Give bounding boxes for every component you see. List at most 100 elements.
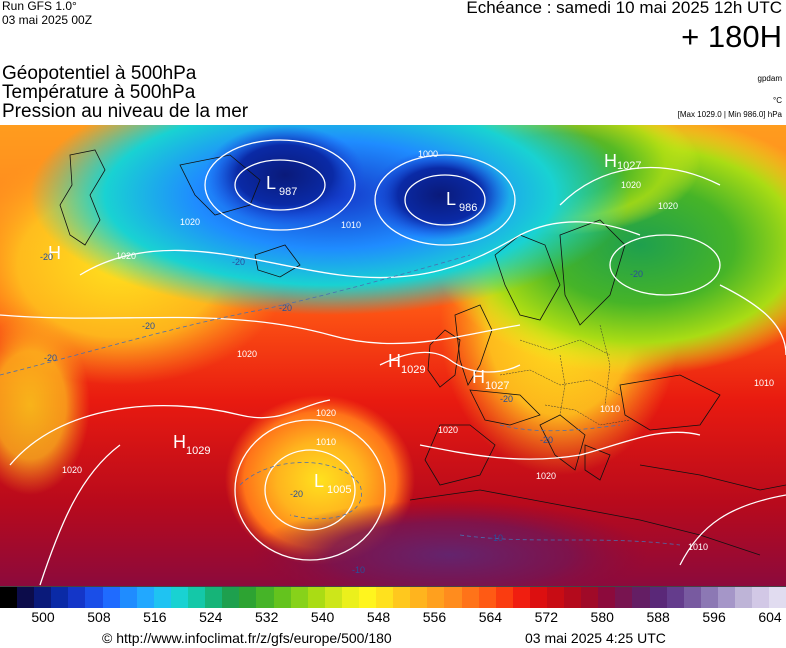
colorbar-swatch — [461, 587, 479, 608]
isobar-labels: 1020 1020 1010 1000 1020 1020 1020 1010 … — [62, 149, 774, 552]
pressure-center-type: L — [266, 173, 276, 193]
temperature-label: -20 — [40, 252, 53, 262]
colorbar-swatch — [478, 587, 496, 608]
colorbar-swatch — [376, 587, 394, 608]
colorbar-swatch — [735, 587, 753, 608]
forecast-hour: + 180H — [681, 19, 782, 54]
isobar-label: 1010 — [688, 542, 708, 552]
colorbar-tick-label: 508 — [87, 609, 111, 625]
colorbar-swatch — [85, 587, 103, 608]
colorbar-swatch — [769, 587, 786, 608]
colorbar-swatch — [529, 587, 547, 608]
colorbar-tick-label: 596 — [702, 609, 726, 625]
colorbar-swatch — [495, 587, 513, 608]
temperature-isolines — [0, 254, 681, 546]
colorbar-swatch — [427, 587, 445, 608]
isobar-label: 1010 — [754, 378, 774, 388]
layer-temperature: Température à 500hPa — [2, 82, 196, 103]
isobar-label: 1020 — [316, 408, 336, 418]
colorbar-swatch — [34, 587, 52, 608]
pressure-center-type: H — [173, 432, 186, 452]
pressure-center-value: 1027 — [617, 160, 641, 172]
colorbar-swatch — [717, 587, 736, 608]
pressure-center-type: L — [314, 471, 324, 491]
pressure-center-type: H — [388, 351, 401, 371]
temperature-labels: -20 -20 -20 -20 -20 -20 -20 -20 -20 -10 … — [40, 252, 643, 575]
layer-pressure: Pression au niveau de la mer — [2, 101, 249, 122]
pressure-center-value: 1029 — [401, 364, 425, 376]
isobar-label: 1020 — [62, 465, 82, 475]
colorbar-swatch — [649, 587, 667, 608]
pressure-range: [Max 1029.0 | Min 986.0] hPa — [677, 110, 782, 119]
isobar-label: 1020 — [237, 349, 257, 359]
colorbar-swatch — [51, 587, 69, 608]
temperature-label: -10 — [490, 533, 503, 543]
colorbar-tick-label: 540 — [310, 609, 335, 625]
colorbar-tick-label: 588 — [646, 609, 670, 625]
isobar-label: 1010 — [341, 220, 361, 230]
colorbar-swatch — [632, 587, 650, 608]
temperature-label: -20 — [44, 353, 57, 363]
colorbar-swatch — [358, 587, 377, 608]
colorbar-tick-label: 516 — [143, 609, 167, 625]
colorbar-swatch — [307, 587, 325, 608]
run-date: 03 mai 2025 00Z — [2, 13, 93, 27]
pressure-center-value: 1005 — [327, 484, 351, 496]
colorbar-swatch — [341, 587, 359, 608]
isobar-label: 1020 — [180, 217, 200, 227]
pressure-center-type: H — [48, 243, 61, 263]
colorbar-swatch — [752, 587, 770, 608]
unit-temperature: °C — [773, 96, 782, 105]
colorbar-swatch — [581, 587, 599, 608]
colorbar-swatch — [102, 587, 120, 608]
colorbar-swatch — [512, 587, 530, 608]
colorbar-swatch — [273, 587, 291, 608]
colorbar-swatch — [170, 587, 189, 608]
isobar-label: 1020 — [536, 471, 556, 481]
credit-url[interactable]: © http://www.infoclimat.fr/z/gfs/europe/… — [102, 630, 392, 646]
temperature-label: -20 — [290, 489, 303, 499]
isobars — [0, 139, 786, 586]
pressure-center-type: L — [446, 189, 456, 209]
colorbar-swatch — [239, 587, 257, 608]
colorbar-tick-label: 500 — [31, 609, 55, 625]
unit-geopotential: gpdam — [757, 74, 782, 83]
colorbar-swatch — [547, 587, 565, 608]
temperature-label: -20 — [232, 257, 245, 267]
colorbar-swatch — [68, 587, 86, 608]
colorbar-swatch — [683, 587, 701, 608]
isobar-label: 1020 — [438, 425, 458, 435]
layer-geopotential: Géopotentiel à 500hPa — [2, 63, 197, 84]
temperature-label: -20 — [500, 394, 513, 404]
colorbar-swatch — [598, 587, 616, 608]
colorbar-swatch — [256, 587, 274, 608]
colorbar-swatch — [393, 587, 411, 608]
isobar-label: 1010 — [316, 437, 336, 447]
colorbar-swatch — [700, 587, 718, 608]
isobar-label: 1010 — [600, 404, 620, 414]
colorbar-swatch — [17, 587, 35, 608]
colorbar-swatch — [564, 587, 582, 608]
pressure-centers: L 987 L 986 H H 1029 H 1027 H 1029 L 100… — [48, 151, 641, 496]
colorbar-tick-label: 532 — [255, 609, 279, 625]
colorbar — [0, 586, 786, 608]
colorbar-tick-label: 604 — [758, 609, 782, 625]
generated-timestamp: 03 mai 2025 4:25 UTC — [525, 630, 666, 646]
pressure-center-value: 987 — [279, 186, 297, 198]
pressure-center-value: 1027 — [485, 380, 509, 392]
coastlines — [59, 149, 786, 556]
colorbar-swatch — [444, 587, 462, 608]
colorbar-swatch — [410, 587, 428, 608]
colorbar-tick-label: 548 — [366, 609, 391, 625]
colorbar-swatch — [136, 587, 154, 608]
colorbar-swatch — [666, 587, 684, 608]
forecast-map[interactable]: L 987 L 986 H H 1029 H 1027 H 1029 L 100… — [0, 125, 786, 586]
colorbar-swatch — [153, 587, 171, 608]
colorbar-tick-label: 524 — [199, 609, 223, 625]
isobar-label: 1000 — [418, 149, 438, 159]
pressure-center-value: 986 — [459, 202, 477, 214]
temperature-label: -20 — [540, 435, 553, 445]
isobar-label: 1020 — [658, 201, 678, 211]
temperature-label: -20 — [142, 321, 155, 331]
borders — [499, 324, 631, 426]
